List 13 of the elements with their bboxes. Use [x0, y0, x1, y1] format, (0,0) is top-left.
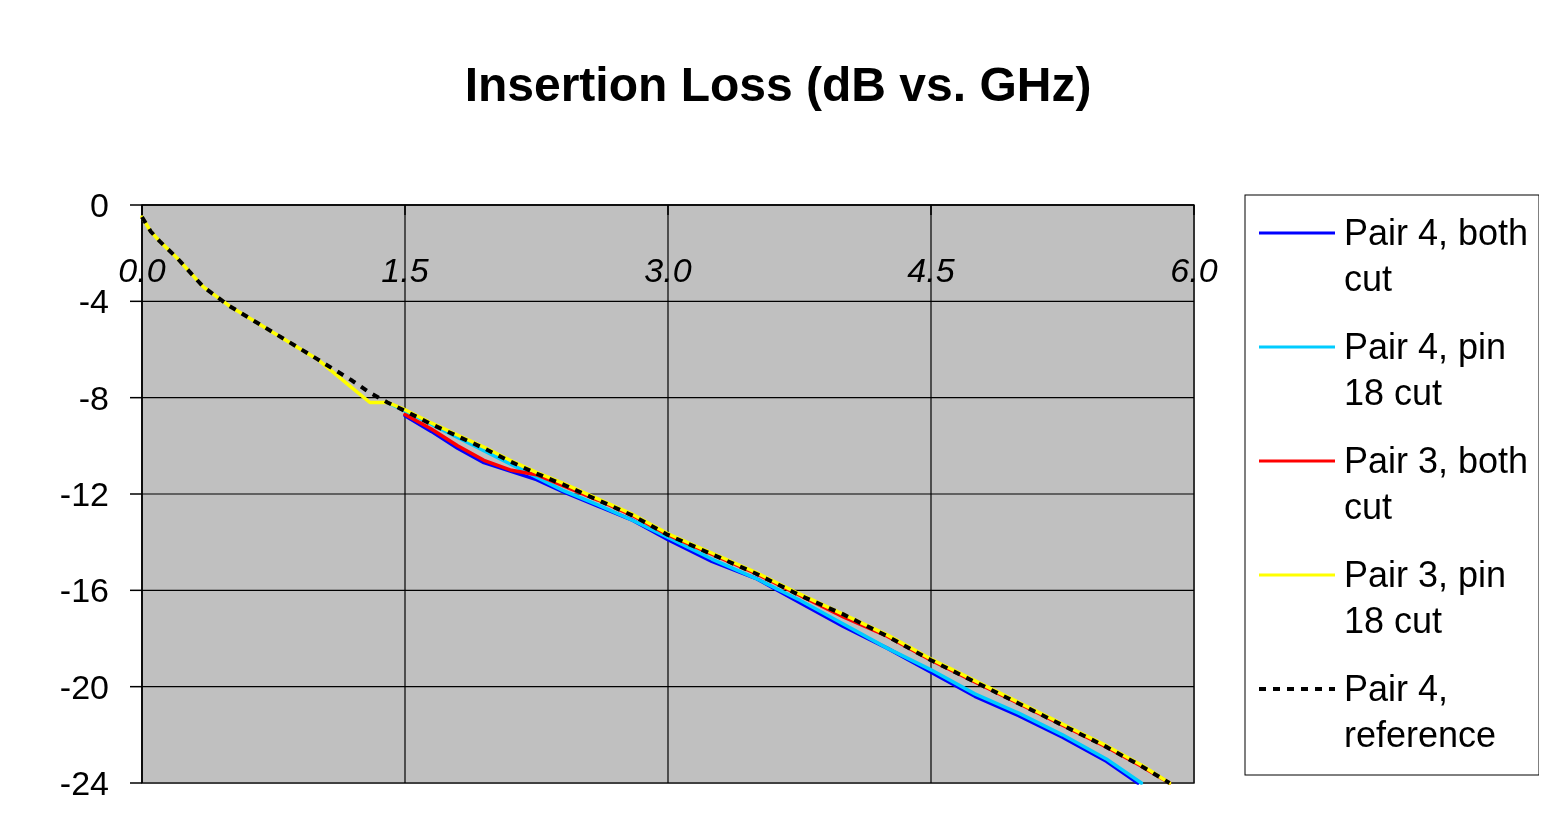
y-tick-label: -16 [59, 571, 109, 610]
legend-label: Pair 3, pin 18 cut [1344, 554, 1507, 641]
y-tick-label: -24 [59, 763, 109, 802]
y-tick-label: -20 [59, 667, 109, 706]
legend-label: Pair 3, both cut [1344, 440, 1529, 527]
y-tick-label: -8 [78, 378, 109, 417]
y-tick-label: -4 [78, 282, 109, 321]
y-tick-label: -12 [59, 474, 109, 513]
legend-label: Pair 4, pin 18 cut [1344, 326, 1507, 413]
legend-label: Pair 4, both cut [1344, 212, 1529, 299]
legend-label: Pair 4, reference [1344, 668, 1497, 755]
y-tick-label: 0 [90, 185, 109, 224]
chart-title: Insertion Loss (dB vs. GHz) [464, 58, 1092, 111]
